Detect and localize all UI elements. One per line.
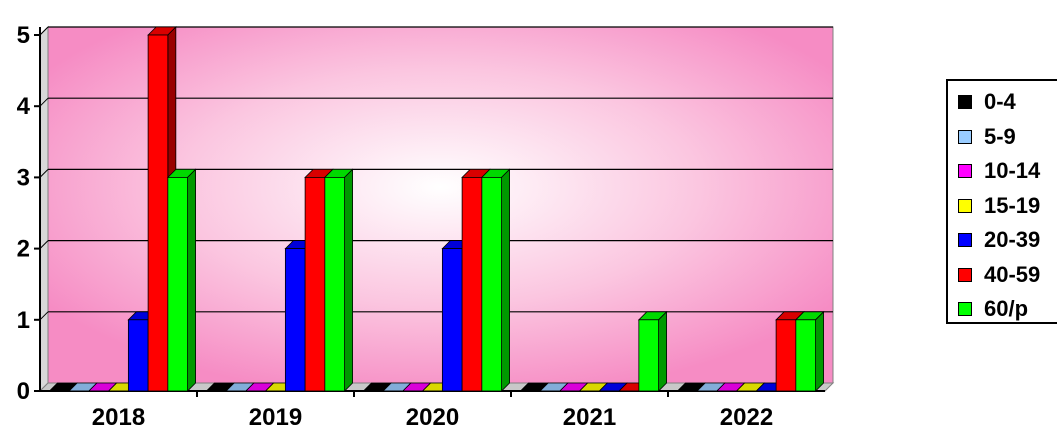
x-tick-label: 2021 xyxy=(563,404,616,431)
legend-swatch xyxy=(958,267,972,282)
y-tick-label: 1 xyxy=(17,307,30,334)
plot-side-wall xyxy=(39,25,49,393)
bar xyxy=(480,168,511,392)
legend-swatch xyxy=(958,164,972,178)
legend-item: 5-9 xyxy=(958,122,1016,152)
x-tick-label: 2022 xyxy=(720,404,773,431)
legend-label: 20-39 xyxy=(984,227,1041,252)
legend-swatch xyxy=(958,129,972,144)
legend-label: 40-59 xyxy=(984,261,1041,287)
x-tick-label: 2019 xyxy=(249,404,302,431)
gridline-side xyxy=(39,240,49,249)
bar xyxy=(323,168,354,392)
legend-item: 15-19 xyxy=(958,191,1040,221)
gridline-side xyxy=(39,97,49,107)
legend-label: 10-14 xyxy=(984,158,1041,183)
gridline-side xyxy=(39,311,49,321)
legend-swatch xyxy=(958,233,972,247)
y-tick-label: 2 xyxy=(17,236,30,263)
legend-swatch xyxy=(958,302,972,316)
legend-item: 20-39 xyxy=(958,225,1040,255)
legend: 0-4 5-9 10-14 15-19 20-39 40-59 60/p xyxy=(946,79,1057,324)
legend-label: 15-19 xyxy=(984,192,1041,218)
bar xyxy=(166,168,197,392)
bar xyxy=(637,310,668,392)
bar xyxy=(794,310,825,392)
y-tick-label: 4 xyxy=(17,93,31,120)
legend-label: 60/p xyxy=(984,296,1029,321)
legend-label: 5-9 xyxy=(984,123,1016,149)
y-tick-label: 3 xyxy=(17,164,30,191)
gridline-side xyxy=(39,26,49,36)
y-tick-label: 5 xyxy=(17,22,30,49)
y-tick-label: 0 xyxy=(17,378,30,405)
x-tick-label: 2018 xyxy=(92,404,145,431)
legend-swatch xyxy=(958,95,972,109)
legend-item: 60/p xyxy=(958,294,1028,324)
x-tick-label: 2020 xyxy=(406,404,459,431)
legend-item: 40-59 xyxy=(958,260,1040,290)
gridline-side xyxy=(39,169,49,178)
legend-item: 0-4 xyxy=(958,87,1016,117)
legend-item: 10-14 xyxy=(958,156,1040,186)
legend-swatch xyxy=(958,198,972,213)
legend-label: 0-4 xyxy=(984,89,1016,114)
